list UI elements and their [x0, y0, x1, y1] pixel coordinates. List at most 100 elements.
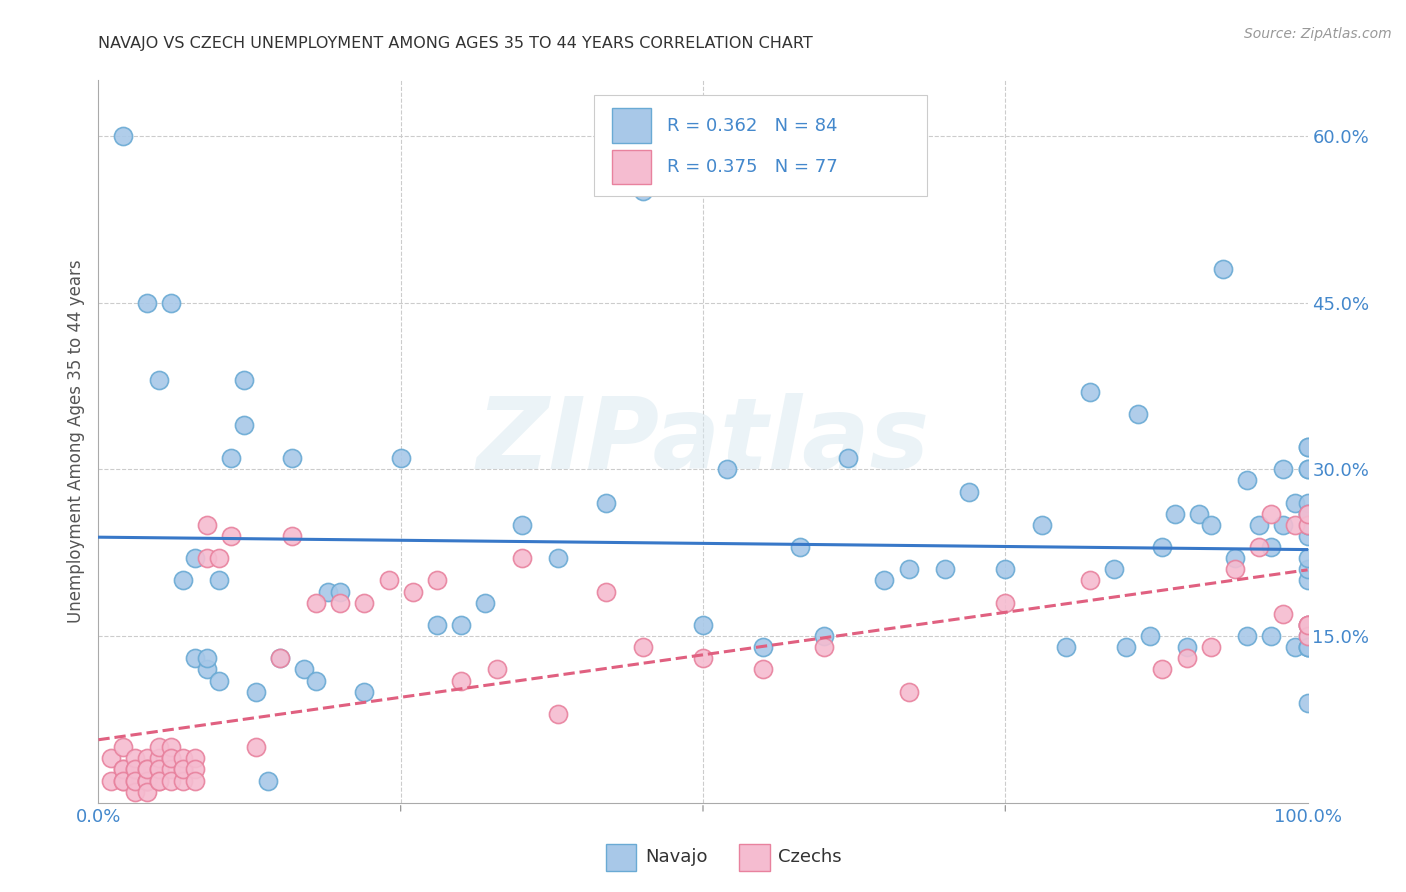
- Czechs: [135, 773, 157, 788]
- Czechs: [111, 773, 134, 788]
- Czechs: [195, 551, 218, 566]
- Czechs: [100, 751, 122, 765]
- Navajo: [245, 684, 267, 698]
- Czechs: [160, 751, 183, 765]
- Czechs: [486, 662, 509, 676]
- Navajo: [426, 618, 449, 632]
- Czechs: [1296, 517, 1319, 532]
- Text: Source: ZipAtlas.com: Source: ZipAtlas.com: [1244, 27, 1392, 41]
- Navajo: [160, 295, 183, 310]
- Navajo: [1296, 496, 1319, 510]
- Navajo: [1128, 407, 1150, 421]
- Czechs: [1260, 507, 1282, 521]
- Navajo: [329, 584, 352, 599]
- Navajo: [195, 651, 218, 665]
- Navajo: [208, 673, 231, 688]
- Navajo: [752, 640, 775, 655]
- Navajo: [1296, 440, 1319, 454]
- Navajo: [510, 517, 533, 532]
- Navajo: [256, 773, 278, 788]
- Navajo: [281, 451, 304, 466]
- Navajo: [1284, 496, 1306, 510]
- Czechs: [124, 773, 146, 788]
- Navajo: [716, 462, 738, 476]
- Czechs: [148, 763, 170, 777]
- Czechs: [148, 740, 170, 755]
- Czechs: [692, 651, 714, 665]
- Czechs: [148, 751, 170, 765]
- Czechs: [124, 785, 146, 799]
- Navajo: [789, 540, 811, 554]
- Navajo: [873, 574, 896, 588]
- Czechs: [124, 763, 146, 777]
- Czechs: [111, 773, 134, 788]
- Navajo: [135, 295, 157, 310]
- Czechs: [1296, 507, 1319, 521]
- Navajo: [208, 574, 231, 588]
- Czechs: [148, 763, 170, 777]
- Navajo: [1296, 529, 1319, 543]
- Navajo: [232, 373, 254, 387]
- Czechs: [1249, 540, 1271, 554]
- Navajo: [195, 662, 218, 676]
- Czechs: [124, 763, 146, 777]
- Navajo: [1296, 640, 1319, 655]
- Czechs: [1078, 574, 1101, 588]
- Navajo: [1272, 462, 1295, 476]
- Navajo: [1296, 562, 1319, 576]
- FancyBboxPatch shape: [613, 150, 651, 185]
- Navajo: [148, 373, 170, 387]
- Czechs: [1199, 640, 1222, 655]
- Czechs: [245, 740, 267, 755]
- Navajo: [474, 596, 496, 610]
- Czechs: [148, 773, 170, 788]
- Navajo: [221, 451, 243, 466]
- Czechs: [1175, 651, 1198, 665]
- Czechs: [172, 773, 194, 788]
- Text: Czechs: Czechs: [778, 848, 842, 866]
- Navajo: [232, 417, 254, 432]
- Navajo: [1115, 640, 1137, 655]
- Czechs: [160, 740, 183, 755]
- Czechs: [160, 773, 183, 788]
- Czechs: [631, 640, 654, 655]
- Czechs: [135, 773, 157, 788]
- FancyBboxPatch shape: [740, 844, 769, 871]
- Navajo: [1152, 540, 1174, 554]
- Navajo: [1296, 517, 1319, 532]
- Czechs: [305, 596, 328, 610]
- Navajo: [184, 651, 207, 665]
- Y-axis label: Unemployment Among Ages 35 to 44 years: Unemployment Among Ages 35 to 44 years: [66, 260, 84, 624]
- Czechs: [100, 773, 122, 788]
- Navajo: [1272, 517, 1295, 532]
- Navajo: [292, 662, 315, 676]
- Navajo: [1078, 384, 1101, 399]
- Czechs: [1296, 629, 1319, 643]
- Czechs: [281, 529, 304, 543]
- Navajo: [1296, 696, 1319, 710]
- Navajo: [897, 562, 920, 576]
- Czechs: [1296, 618, 1319, 632]
- Navajo: [184, 551, 207, 566]
- Czechs: [208, 551, 231, 566]
- Czechs: [111, 763, 134, 777]
- Czechs: [172, 751, 194, 765]
- Czechs: [595, 584, 617, 599]
- Navajo: [692, 618, 714, 632]
- Czechs: [160, 763, 183, 777]
- Navajo: [1284, 640, 1306, 655]
- Czechs: [135, 751, 157, 765]
- Text: Navajo: Navajo: [645, 848, 707, 866]
- Text: ZIPatlas: ZIPatlas: [477, 393, 929, 490]
- Czechs: [897, 684, 920, 698]
- Czechs: [402, 584, 425, 599]
- Navajo: [547, 551, 569, 566]
- Navajo: [1236, 474, 1258, 488]
- Navajo: [1223, 551, 1246, 566]
- FancyBboxPatch shape: [606, 844, 637, 871]
- Navajo: [1296, 517, 1319, 532]
- Navajo: [1296, 618, 1319, 632]
- Navajo: [1296, 440, 1319, 454]
- Navajo: [1296, 462, 1319, 476]
- Czechs: [111, 763, 134, 777]
